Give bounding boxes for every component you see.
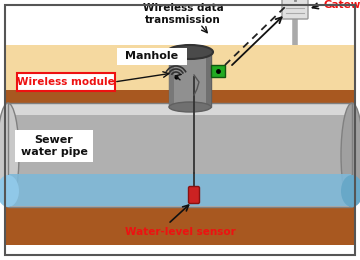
Text: Water-level sensor: Water-level sensor (125, 227, 235, 237)
FancyBboxPatch shape (189, 186, 199, 204)
FancyBboxPatch shape (17, 73, 115, 91)
Bar (5, 90, 355, 245)
Text: Gateway: Gateway (323, 0, 360, 10)
Bar (169, 52, 211, 107)
FancyBboxPatch shape (282, 0, 308, 19)
Text: Sewer
water pipe: Sewer water pipe (21, 135, 87, 157)
Ellipse shape (341, 103, 360, 207)
FancyBboxPatch shape (117, 48, 187, 65)
Ellipse shape (0, 175, 19, 207)
Text: Wireless module: Wireless module (17, 77, 115, 87)
Bar (8, 103, 352, 115)
Ellipse shape (169, 102, 211, 112)
Ellipse shape (167, 45, 213, 59)
Polygon shape (5, 45, 355, 112)
Bar (206, 52, 211, 107)
Bar (9, 174, 351, 206)
Bar (169, 52, 174, 107)
Bar (8, 103, 352, 207)
Text: Manhole: Manhole (125, 51, 179, 61)
Text: Wireless data
transmission: Wireless data transmission (143, 3, 223, 25)
Polygon shape (5, 92, 355, 245)
Bar (8, 103, 352, 207)
Ellipse shape (0, 103, 19, 207)
FancyBboxPatch shape (15, 130, 93, 162)
Bar (211, 65, 225, 77)
Ellipse shape (341, 175, 360, 207)
